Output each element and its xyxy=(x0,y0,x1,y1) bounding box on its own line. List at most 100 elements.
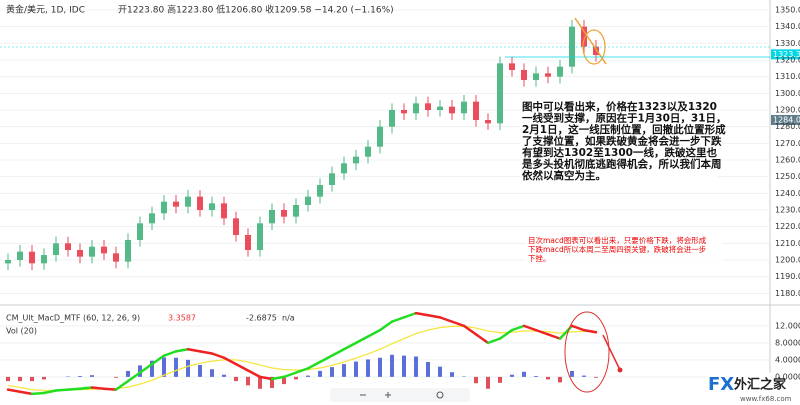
macd-segment xyxy=(498,328,514,340)
annotation-line: 了支撑位置，如果跌破黄金将会进一步下跌 xyxy=(522,135,722,148)
zoom-in[interactable] xyxy=(385,392,391,398)
histogram-bar xyxy=(282,376,286,385)
note-line: 下跌macd所以本周二至周四很关键，跌破将会进一步 xyxy=(528,244,707,254)
price-marker-label: 1284.01 xyxy=(773,115,800,124)
candle-body xyxy=(341,163,347,174)
histogram-bar xyxy=(42,376,46,380)
y-tick-label: 8.0000 xyxy=(775,338,800,347)
macd-segment xyxy=(18,390,34,396)
histogram-bar xyxy=(522,371,526,377)
annotation-line: 是多头投机彻底逃跑得机会，所以我们本周 xyxy=(521,158,722,171)
histogram-bar xyxy=(414,356,418,377)
macd-segment xyxy=(558,324,574,340)
histogram-bar xyxy=(246,376,250,386)
y-tick-label: 1270.00 xyxy=(775,139,800,148)
y-tick-label: 1180.00 xyxy=(775,289,800,298)
candle-body xyxy=(437,106,443,110)
histogram-bar xyxy=(174,357,178,377)
candle-body xyxy=(497,63,503,124)
candle-body xyxy=(389,110,395,127)
y-tick-label: 1230.00 xyxy=(775,206,800,215)
ohlc-legend: 开1223.80 高1223.80 低1206.80 收1209.58 −14.… xyxy=(118,4,394,16)
macd-segment xyxy=(390,316,406,323)
macd-segment xyxy=(78,386,94,391)
candle-body xyxy=(557,66,563,77)
y-tick-label: 1220.00 xyxy=(775,222,800,231)
histogram-bar xyxy=(582,375,586,377)
macd-arrow xyxy=(602,334,621,371)
trend-line xyxy=(574,17,607,65)
y-tick-label: 1350.00 xyxy=(775,6,800,15)
y-tick-label: 1300.00 xyxy=(775,89,800,98)
histogram-bar xyxy=(498,376,502,383)
annotation-box xyxy=(520,98,718,178)
histogram-bar xyxy=(126,370,130,377)
histogram-bar xyxy=(570,370,574,377)
candle-body xyxy=(449,106,455,114)
annotation-line: 2月1日，这一线压制位置，回撤此位置形成 xyxy=(522,123,726,136)
candle-body xyxy=(521,70,527,80)
macd-segment xyxy=(402,311,418,319)
candle-body xyxy=(581,26,587,47)
histogram-bar xyxy=(546,376,550,380)
y-tick-label: 1200.00 xyxy=(775,256,800,265)
candle-body xyxy=(209,203,215,210)
macd-circle xyxy=(564,311,610,393)
macd-segment xyxy=(354,335,370,345)
histogram-bar xyxy=(114,376,118,378)
macd-segment xyxy=(150,354,166,366)
candle-body xyxy=(377,126,383,147)
macd-segment xyxy=(90,386,106,391)
histogram-bar xyxy=(390,354,394,377)
note-box xyxy=(526,235,722,265)
annotation-line: 图中可以看出来，价格在1323以及1320 xyxy=(522,100,717,113)
macd-segment xyxy=(510,324,526,332)
histogram-bar xyxy=(234,376,238,382)
candle-body xyxy=(161,201,167,214)
macd-segment xyxy=(222,356,238,366)
candle-body xyxy=(305,196,311,205)
histogram-bar xyxy=(186,359,190,377)
y-tick-label: 1190.00 xyxy=(775,272,800,281)
y-tick-label: 1340.00 xyxy=(775,22,800,31)
price-marker xyxy=(771,114,800,125)
price-marker xyxy=(771,49,800,60)
histogram-bar xyxy=(558,376,562,383)
macd-segment xyxy=(570,324,586,332)
candle-body xyxy=(269,210,275,224)
macd-segment xyxy=(486,337,502,345)
histogram-bar xyxy=(18,376,22,382)
macd-segment xyxy=(438,316,454,323)
histogram-bar xyxy=(318,370,322,377)
y-tick-label: 1250.00 xyxy=(775,172,800,181)
histogram-bar xyxy=(534,376,538,377)
indicator-title: CM_Ult_MacD_MTF (60, 12, 26, 9) xyxy=(6,314,140,323)
reset[interactable] xyxy=(436,391,444,399)
histogram-bar xyxy=(222,374,226,377)
histogram-bar xyxy=(342,364,346,377)
histogram-bar xyxy=(306,375,310,377)
annotation-line: 一线受到支撑，原因在于1月30日，31日， xyxy=(522,112,727,125)
macd-segment xyxy=(54,388,70,392)
volume-label: Vol (20) xyxy=(6,327,37,336)
toolbar[interactable] xyxy=(330,388,470,402)
marks xyxy=(5,20,800,396)
candle-body xyxy=(29,251,35,264)
watermark-brand: FX xyxy=(708,374,734,395)
price-marker-label: 1323.38 xyxy=(773,50,800,59)
macd-segment xyxy=(462,324,478,336)
candle-body xyxy=(113,253,119,262)
macd-segment xyxy=(426,314,442,319)
y-tick-label: 1280.00 xyxy=(775,122,800,131)
y-tick-label: 1240.00 xyxy=(775,189,800,198)
histogram-bar xyxy=(594,376,598,378)
histogram-bar xyxy=(90,375,94,377)
candle-body xyxy=(473,101,479,120)
watermark-box xyxy=(706,373,800,405)
macd-segment xyxy=(126,371,142,383)
macd-segment xyxy=(414,311,430,317)
candle-body xyxy=(173,201,179,207)
candle-body xyxy=(533,73,539,80)
macd-segment xyxy=(366,328,382,338)
